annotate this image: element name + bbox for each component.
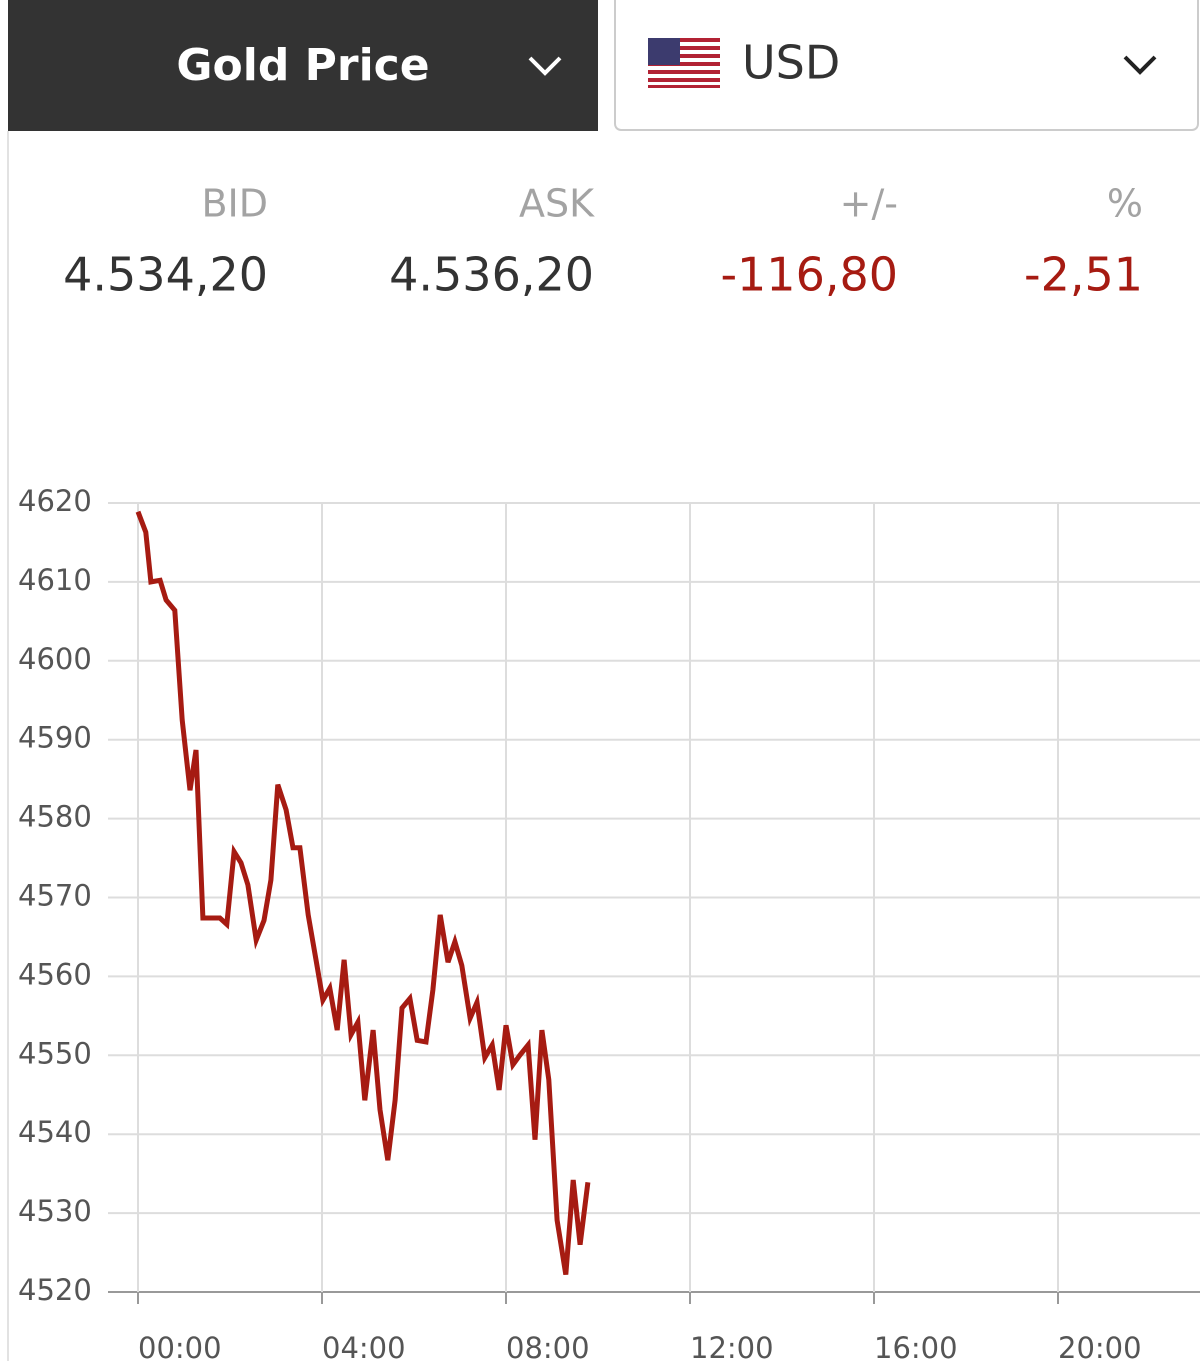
- metal-dropdown[interactable]: Gold Price: [8, 0, 598, 131]
- x-tick-label: 00:00: [138, 1331, 222, 1361]
- quote-value: 4.536,20: [389, 248, 594, 302]
- y-tick-label: 4580: [18, 800, 92, 834]
- y-tick-label: 4620: [18, 484, 92, 518]
- chevron: [528, 56, 562, 76]
- x-tick-label: 12:00: [690, 1331, 774, 1361]
- currency-label: USD: [742, 36, 840, 90]
- y-tick-label: 4530: [18, 1194, 92, 1228]
- x-tick-label: 16:00: [874, 1331, 958, 1361]
- x-tick-label: 04:00: [322, 1331, 406, 1361]
- quote-label: +/-: [840, 182, 898, 226]
- y-tick-label: 4610: [18, 563, 92, 597]
- chevron: [1123, 55, 1157, 75]
- quote-table: BID 4.534,20 ASK 4.536,20 +/- -116,80% -2,51: [63, 182, 1143, 302]
- quote-label: ASK: [519, 182, 595, 226]
- quote-value: 4.534,20: [63, 248, 268, 302]
- x-tick-label: 08:00: [506, 1331, 590, 1361]
- metal-label: Gold Price: [176, 40, 429, 91]
- quote-label: BID: [201, 182, 268, 226]
- y-tick-label: 4540: [18, 1115, 92, 1149]
- y-tick-label: 4600: [18, 642, 92, 676]
- price-line: [135, 510, 591, 1275]
- y-tick-label: 4590: [18, 721, 92, 755]
- y-tick-label: 4520: [18, 1273, 92, 1307]
- x-tick-label: 20:00: [1058, 1331, 1142, 1361]
- y-tick-label: 4560: [18, 957, 92, 991]
- dropdown-bg: [8, 0, 598, 131]
- quote-value: -2,51: [1024, 248, 1143, 302]
- currency-dropdown[interactable]: USD: [614, 0, 1199, 131]
- quote-label: %: [1107, 182, 1143, 226]
- y-tick-label: 4550: [18, 1036, 92, 1070]
- y-tick-label: 4570: [18, 879, 92, 913]
- quote-value: -116,80: [720, 248, 898, 302]
- dropdown-bg: [614, 0, 1199, 131]
- chart: 4520 4530 4540 4550 4560 4570 4580 4590 4600 4610…: [18, 484, 1200, 1361]
- us-flag: [648, 38, 720, 88]
